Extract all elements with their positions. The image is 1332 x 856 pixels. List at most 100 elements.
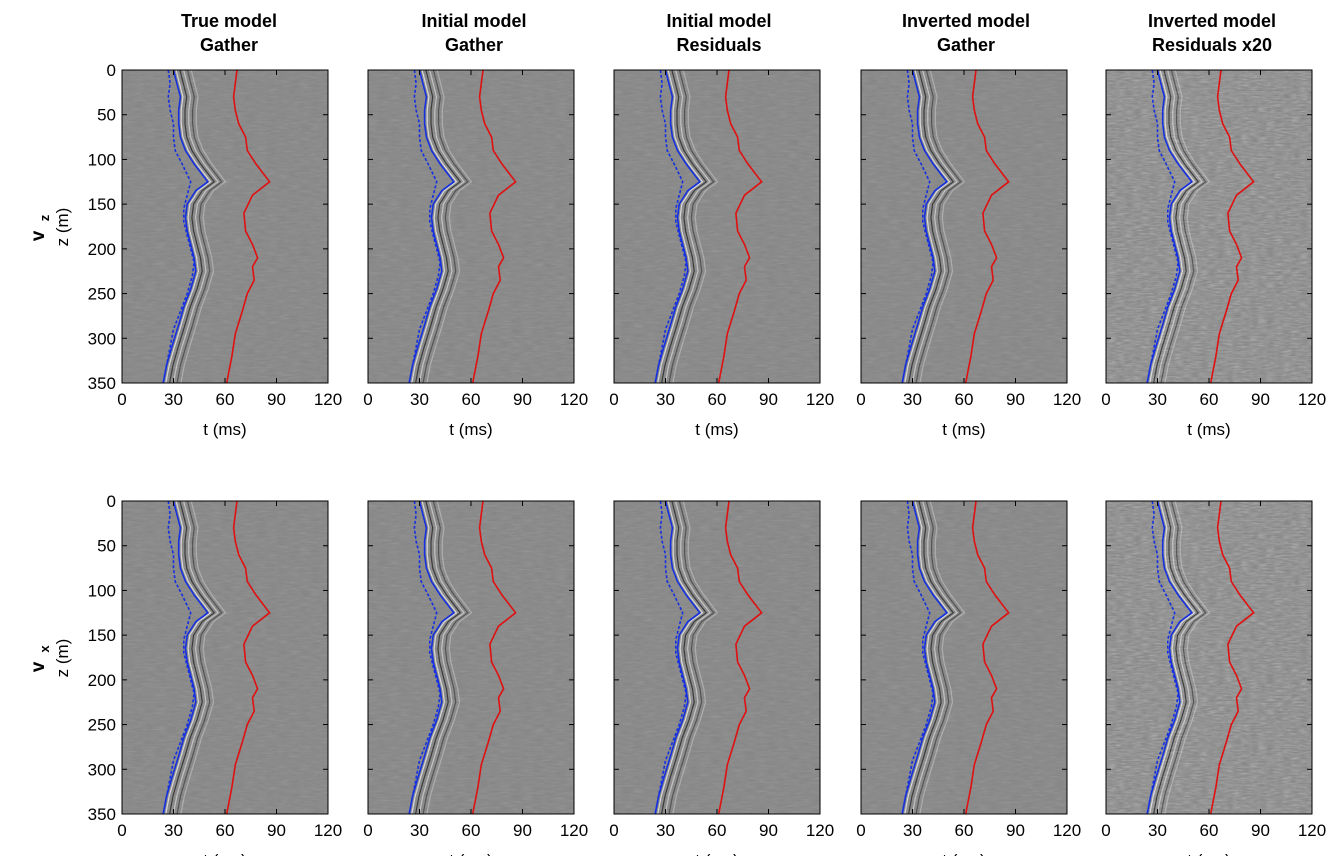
wavelet-trace xyxy=(1160,500,1207,815)
panel-texture xyxy=(1106,70,1312,383)
component-sub-vx: x xyxy=(37,645,52,653)
wavelet-trace xyxy=(411,69,458,384)
wavelet-trace xyxy=(661,500,708,815)
wavelet-trace xyxy=(1149,69,1196,384)
curve-blue-dashed xyxy=(1146,500,1179,815)
wavefield xyxy=(904,500,966,815)
y-tick-label: 250 xyxy=(88,285,116,304)
x-tick-label: 60 xyxy=(462,390,481,409)
wavelet-trace xyxy=(915,69,962,384)
row-label-bottom: v x z (m) xyxy=(28,639,72,678)
wavelet-trace xyxy=(172,500,219,815)
wavelet-trace xyxy=(664,500,711,815)
curve-red xyxy=(964,500,1010,815)
wavelet-trace xyxy=(422,500,469,815)
x-axis-label: t (ms) xyxy=(203,851,246,856)
x-axis-label: t (ms) xyxy=(942,851,985,856)
x-axis-label: t (ms) xyxy=(203,420,246,439)
x-tick-label: 120 xyxy=(1298,390,1326,409)
col-title-1-line1: True model xyxy=(181,11,277,31)
x-tick-label: 30 xyxy=(1148,390,1167,409)
col-title-2-line1: Initial model xyxy=(421,11,526,31)
x-tick-label: 60 xyxy=(216,821,235,840)
x-tick-label: 90 xyxy=(759,821,778,840)
panel-r1-c1: 0 30 60 90 120 t (ms) 0 50 100 150 200 250 300 350 xyxy=(88,61,343,439)
x-axis-label: t (ms) xyxy=(1187,420,1230,439)
col-title-3-line2: Residuals xyxy=(676,35,761,55)
wavelet-trace xyxy=(426,69,473,384)
wavelet-trace xyxy=(672,500,719,815)
x-tick-label: 60 xyxy=(1200,390,1219,409)
panel-texture xyxy=(122,501,328,814)
x-axis-label: t (ms) xyxy=(449,420,492,439)
wavelet-trace xyxy=(180,69,227,384)
wavefield xyxy=(1149,69,1211,384)
x-tick-label: 30 xyxy=(903,821,922,840)
x-tick-label: 30 xyxy=(656,390,675,409)
panel-r1-c2: 0 30 60 90 120 t (ms) xyxy=(363,69,588,439)
curve-blue-dashed xyxy=(162,69,195,384)
y-tick-label: 300 xyxy=(88,760,116,779)
panel-texture xyxy=(368,501,574,814)
panel-r2-c3: 0 30 60 90 120 t (ms) xyxy=(609,500,834,856)
wavefield xyxy=(165,500,227,815)
x-tick-label: 120 xyxy=(1053,821,1081,840)
x-tick-label: 0 xyxy=(1101,821,1110,840)
x-tick-label: 0 xyxy=(363,821,372,840)
wavefield xyxy=(904,69,966,384)
panel-r1-c3: 0 30 60 90 120 t (ms) xyxy=(609,69,834,439)
x-tick-label: 0 xyxy=(856,821,865,840)
wavefield xyxy=(411,500,473,815)
x-tick-label: 120 xyxy=(806,390,834,409)
x-tick-label: 30 xyxy=(903,390,922,409)
column-titles: True model Gather Initial model Gather I… xyxy=(181,11,1276,55)
component-label-vx: v xyxy=(28,661,49,672)
curve-blue-solid xyxy=(1146,500,1193,815)
curve-blue-solid xyxy=(162,69,209,384)
y-tick-label: 350 xyxy=(88,805,116,824)
col-title-1-line2: Gather xyxy=(200,35,258,55)
panel-texture xyxy=(861,501,1067,814)
y-axis-label-top: z (m) xyxy=(53,208,72,247)
curve-blue-dashed xyxy=(654,69,687,384)
wavelet-trace xyxy=(415,500,462,815)
x-tick-label: 90 xyxy=(1006,390,1025,409)
y-tick-label: 0 xyxy=(107,492,116,511)
panel-r2-c4: 0 30 60 90 120 t (ms) xyxy=(856,500,1081,856)
x-tick-label: 30 xyxy=(656,821,675,840)
x-tick-label: 90 xyxy=(267,821,286,840)
x-tick-label: 60 xyxy=(955,390,974,409)
component-sub-vz: z xyxy=(37,214,52,221)
curve-blue-dashed xyxy=(654,500,687,815)
curve-red xyxy=(964,69,1010,384)
y-tick-label: 350 xyxy=(88,374,116,393)
wavelet-trace xyxy=(672,69,719,384)
x-tick-label: 0 xyxy=(117,390,126,409)
wavelet-trace xyxy=(1160,69,1207,384)
wavefield xyxy=(165,69,227,384)
wavelet-trace xyxy=(915,500,962,815)
x-axis-label: t (ms) xyxy=(1187,851,1230,856)
curve-blue-dashed xyxy=(408,69,441,384)
curve-blue-solid xyxy=(408,500,455,815)
panel-texture xyxy=(614,70,820,383)
x-tick-label: 60 xyxy=(708,821,727,840)
y-tick-label: 100 xyxy=(88,150,116,169)
col-title-3-line1: Initial model xyxy=(666,11,771,31)
y-tick-label: 0 xyxy=(107,61,116,80)
wavelet-trace xyxy=(904,69,951,384)
x-tick-label: 60 xyxy=(1200,821,1219,840)
wavelet-trace xyxy=(919,69,966,384)
curve-red xyxy=(717,69,763,384)
panel-r1-c4: 0 30 60 90 120 t (ms) xyxy=(856,69,1081,439)
curve-red xyxy=(471,69,517,384)
wavelet-trace xyxy=(165,500,212,815)
x-tick-label: 90 xyxy=(1006,821,1025,840)
wavelet-trace xyxy=(1149,500,1196,815)
wavelet-trace xyxy=(1164,500,1211,815)
curve-red xyxy=(225,500,271,815)
wavelet-trace xyxy=(904,500,951,815)
x-tick-label: 120 xyxy=(806,821,834,840)
x-tick-label: 0 xyxy=(609,390,618,409)
